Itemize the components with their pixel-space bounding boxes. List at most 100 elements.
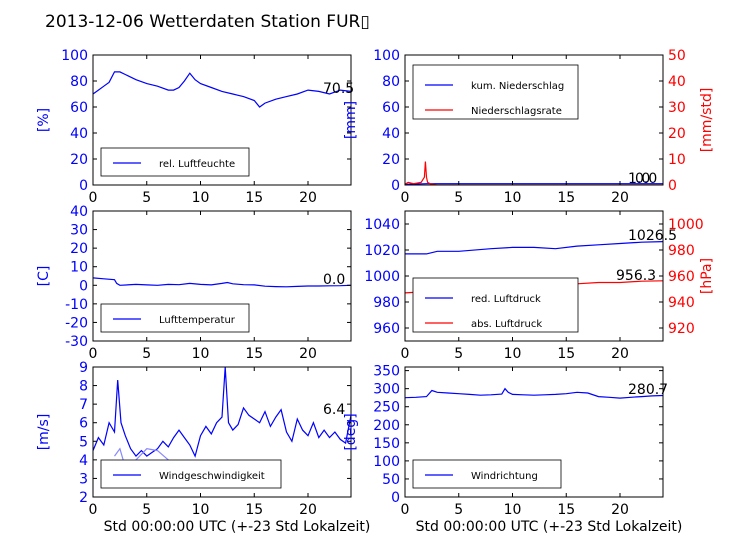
legend-label: kum. Niederschlag [471,81,564,92]
x-tick-label: 0 [401,346,410,362]
x-tick-label: 0 [89,190,98,206]
series-line-windgeschwindigkeit [93,367,351,458]
y-tick-label: 9 [79,360,88,376]
y-tick-label: 8 [79,379,88,395]
y-tick-label: 6 [79,416,88,432]
y-tick-label-right: 920 [668,321,695,337]
y-tick-label: 350 [373,364,400,380]
y-tick-label: 4 [79,453,88,469]
y-tick-label: 80 [382,74,400,90]
y-tick-label-right: 1000 [668,217,704,233]
legend-label: Niederschlagsrate [471,106,562,117]
y-tick-label: 20 [70,241,88,257]
y-axis-label-right: [mm/std] [699,88,715,153]
x-tick-label: 0 [401,190,410,206]
x-tick-label: 10 [504,346,522,362]
y-tick-label: 30 [70,223,88,239]
legend-label: red. Luftdruck [471,294,541,305]
x-tick-label: 10 [192,502,210,518]
series-line-kum-niederschlag [405,183,663,185]
axes-frame [92,366,352,498]
y-tick-label-right: 980 [668,243,695,259]
x-tick-label: 0 [89,346,98,362]
x-axis-label: Std 00:00:00 UTC (+-23 Std Lokalzeit) [416,519,683,535]
y-tick-label: 0 [79,278,88,294]
legend-box [100,303,250,333]
chart-bottom-left: 0 5 10 15 20 2 3 4 5 6 7 8 9 [m/s] Std 00:00:00 UTC (+… [36,360,370,535]
y-tick-label-right: 40 [668,74,686,90]
x-tick-label: 0 [89,502,98,518]
y-tick-label: 20 [382,152,400,168]
chart-top-right: 0 5 10 15 20 0 20 40 60 80 100 0 10 20 30 40 50 [mm/std] [… [343,48,715,206]
y-tick-label: 80 [70,74,88,90]
end-value-label: 1.0 [628,171,650,187]
axes-frame [92,210,352,342]
y-tick-label: 200 [373,418,400,434]
y-tick-label: 60 [382,100,400,116]
y-tick-label: 2 [79,490,88,506]
axes-frame [404,366,664,498]
y-tick-label: 1040 [364,217,400,233]
legend-label: Windgeschwindigkeit [159,471,265,482]
x-tick-label: 10 [504,190,522,206]
y-tick-label-right: 0 [668,178,677,194]
x-tick-label: 20 [299,190,317,206]
y-axis-label: [deg] [343,413,359,450]
y-tick-label-right: 30 [668,100,686,116]
legend-label: rel. Luftfeuchte [159,159,235,170]
y-tick-label: 980 [373,295,400,311]
y-tick-label-right: 960 [668,269,695,285]
legend-label: Lufttemperatur [159,315,236,326]
series-line-lufttemperatur [93,277,351,288]
y-tick-label: 100 [61,48,88,64]
y-tick-label: 40 [382,126,400,142]
series-line-red-luftdruck [405,241,663,255]
x-tick-label: 10 [192,346,210,362]
end-value-label: 70.5 [323,81,354,97]
axes-frame [92,54,352,186]
end-value-label: 1026.5 [628,228,677,244]
y-axis-label: [%] [36,108,52,132]
y-tick-label: -30 [65,334,88,350]
x-tick-label: 20 [299,346,317,362]
axes-frame [404,54,664,186]
x-tick-label: 15 [557,190,575,206]
y-tick-label: 0 [79,178,88,194]
y-tick-label: 3 [79,471,88,487]
x-tick-label: 15 [557,346,575,362]
end-value-label: 0.0 [323,272,345,288]
y-tick-label: -10 [65,297,88,313]
y-tick-label: 40 [70,204,88,220]
y-tick-label: 150 [373,436,400,452]
legend-label: abs. Luftdruck [471,319,542,330]
x-tick-label: 5 [142,502,151,518]
x-tick-label: 20 [611,346,629,362]
y-tick-label: -20 [65,315,88,331]
y-tick-label: 7 [79,397,88,413]
legend-box [412,459,562,489]
y-tick-label: 300 [373,382,400,398]
x-tick-label: 20 [611,190,629,206]
x-tick-label: 5 [142,346,151,362]
x-tick-label: 20 [299,502,317,518]
legend-label: Windrichtung [471,471,538,482]
x-tick-label: 0 [401,502,410,518]
y-axis-label: [mm] [343,101,359,139]
x-tick-label: 5 [454,502,463,518]
y-tick-label: 960 [373,321,400,337]
x-tick-label: 15 [245,190,263,206]
y-tick-label: 10 [70,260,88,276]
end-value-label-right: 0.0 [635,171,657,187]
end-value-label: 280.7 [628,382,668,398]
chart-top-left: 0 5 10 15 20 0 20 40 60 80 100 [%] 70.5 rel. Luftfeuc… [36,48,354,206]
figure-title: 2013-12-06 Wetterdaten Station FUR▯ [45,12,370,32]
x-tick-label: 15 [245,346,263,362]
x-tick-label: 15 [557,502,575,518]
y-axis-label: [m/s] [36,414,52,451]
end-value-label-right: 956.3 [616,268,656,284]
legend-box [100,459,282,489]
y-tick-label: 0 [391,490,400,506]
y-tick-label: 60 [70,100,88,116]
